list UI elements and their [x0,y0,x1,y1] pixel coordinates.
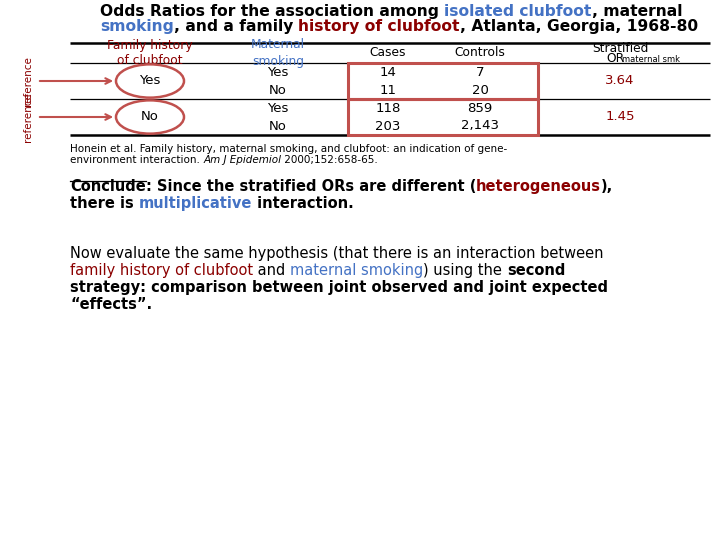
Text: Maternal
smoking: Maternal smoking [251,38,305,68]
Text: Honein et al. Family history, maternal smoking, and clubfoot: an indication of g: Honein et al. Family history, maternal s… [70,144,508,154]
Text: second: second [507,263,565,278]
Bar [348,63,538,99]
Text: “effects”.: “effects”. [70,297,152,312]
Text: heterogeneous: heterogeneous [476,179,601,194]
Text: No: No [269,119,287,132]
Text: 3.64: 3.64 [606,75,635,87]
Text: ) using the: ) using the [423,263,507,278]
Text: Controls: Controls [454,46,505,59]
Text: , Atlanta, Georgia, 1968-80: , Atlanta, Georgia, 1968-80 [460,19,698,34]
Text: ),: ), [601,179,613,194]
Text: : Since the stratified ORs are different (: : Since the stratified ORs are different… [145,179,476,194]
Text: maternal smk: maternal smk [622,56,680,64]
Text: multiplicative: multiplicative [139,196,252,211]
Text: interaction.: interaction. [252,196,354,211]
Text: OR: OR [606,51,624,64]
Text: , maternal: , maternal [592,4,682,19]
Text: and: and [253,263,290,278]
Text: No: No [141,111,159,124]
Text: Cases: Cases [370,46,406,59]
Text: Now evaluate the same hypothesis (that there is an interaction between: Now evaluate the same hypothesis (that t… [70,246,603,261]
Text: 2,143: 2,143 [461,119,499,132]
Text: maternal smoking: maternal smoking [290,263,423,278]
Text: reference: reference [23,92,33,142]
Text: history of clubfoot: history of clubfoot [299,19,460,34]
Text: Yes: Yes [139,75,161,87]
Text: Family history
of clubfoot: Family history of clubfoot [107,38,193,68]
Text: smoking: smoking [100,19,174,34]
Text: 2000;152:658-65.: 2000;152:658-65. [281,155,378,165]
Text: 203: 203 [375,119,401,132]
Text: No: No [269,84,287,97]
Text: 11: 11 [379,84,397,97]
Text: Odds Ratios for the association among: Odds Ratios for the association among [100,4,444,19]
Bar [348,99,538,135]
Text: Conclude: Conclude [70,179,145,194]
Text: strategy: comparison between joint observed and joint expected: strategy: comparison between joint obser… [70,280,608,295]
Text: environment interaction.: environment interaction. [70,155,203,165]
Text: 7: 7 [476,65,485,78]
Text: , and a family: , and a family [174,19,299,34]
Text: family history of clubfoot: family history of clubfoot [70,263,253,278]
Text: there is: there is [70,196,139,211]
Text: 14: 14 [379,65,397,78]
Text: 1.45: 1.45 [606,111,635,124]
Text: Yes: Yes [267,65,289,78]
Text: 20: 20 [472,84,488,97]
Text: 859: 859 [467,102,492,114]
Text: Stratified: Stratified [592,43,648,56]
Text: isolated clubfoot: isolated clubfoot [444,4,592,19]
Text: Am J Epidemiol: Am J Epidemiol [203,155,281,165]
Text: Yes: Yes [267,102,289,114]
Text: 118: 118 [375,102,401,114]
Text: reference: reference [23,56,33,106]
